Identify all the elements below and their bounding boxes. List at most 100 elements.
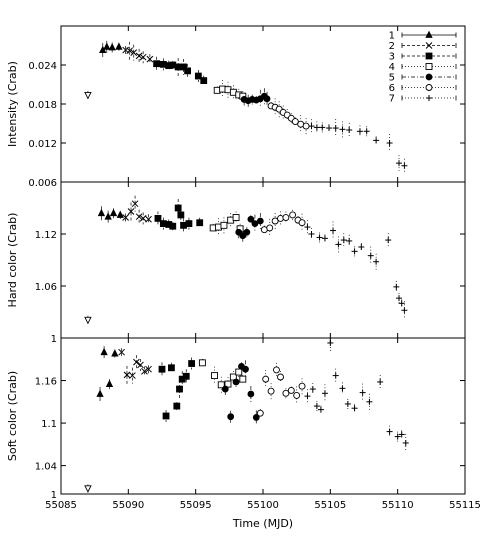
panel-hard-color-point xyxy=(398,300,405,307)
legend-item: 1 xyxy=(389,31,457,42)
panel-hard-color-point xyxy=(247,215,255,223)
panel-hard-color-point xyxy=(232,214,240,221)
panel-soft-color-point xyxy=(111,349,119,357)
panel-soft-color-point xyxy=(239,375,247,383)
panel-soft-color-point xyxy=(182,372,190,380)
panel-hard-color-point xyxy=(385,237,392,244)
panel-hard-color-ylabel: Hard color (Crab) xyxy=(6,213,19,308)
panel-intensity-point xyxy=(180,63,187,71)
panel-intensity-ytick-label: 0.024 xyxy=(28,61,57,72)
panel-soft-color-point xyxy=(123,371,131,379)
panel-hard-color-point xyxy=(135,213,143,221)
panel-intensity-point xyxy=(386,140,393,146)
panel-intensity-point xyxy=(373,137,380,144)
panel-soft-color-point xyxy=(211,372,218,380)
panel-soft-color-point xyxy=(351,405,358,412)
panel-hard-color-point xyxy=(330,227,337,234)
panel-soft-color-point xyxy=(267,387,275,395)
panel-soft-color-point xyxy=(339,385,346,392)
panel-hard-color-point xyxy=(335,241,342,248)
panel-soft-color-point xyxy=(118,348,125,356)
panel-soft-color-ytick-label: 1.04 xyxy=(35,462,57,473)
panel-soft-color-point xyxy=(298,382,306,390)
panel-hard-color-point xyxy=(122,214,129,221)
panel-hard-color-point xyxy=(401,307,408,314)
panel-soft-color-point xyxy=(105,379,114,387)
panel-hard-color-point xyxy=(97,208,106,217)
panel-soft-color-point xyxy=(141,367,148,375)
legend-item: 5 xyxy=(389,73,457,84)
panel-hard-color-point xyxy=(316,234,323,241)
panel-intensity-point xyxy=(308,123,315,130)
panel-soft-color-point xyxy=(96,389,104,397)
panel-soft-color-point xyxy=(304,393,311,400)
panel-soft-color-point xyxy=(377,378,384,385)
x-tick-label: 55095 xyxy=(180,500,212,511)
panel-intensity-ytick-label: 0.018 xyxy=(28,100,57,111)
panel-intensity-point xyxy=(401,162,408,169)
legend-label: 2 xyxy=(389,41,395,52)
panel-intensity-point xyxy=(325,125,332,132)
panel-hard-color-point xyxy=(127,208,135,215)
panel-soft-color-point xyxy=(317,406,324,413)
panel-hard-color-point xyxy=(351,248,358,255)
panel-intensity-point xyxy=(108,43,116,51)
panel-intensity-point xyxy=(126,47,134,55)
panel-soft-color-point xyxy=(282,389,290,397)
panel-soft-color-ytick-label: 1 xyxy=(51,490,57,501)
panel-hard-color-point xyxy=(177,211,185,219)
legend-item: 6 xyxy=(389,83,457,94)
legend-item: 3 xyxy=(389,52,457,63)
panel-soft-color-point xyxy=(188,360,196,367)
legend-marker xyxy=(425,52,433,60)
panel-soft-color-point xyxy=(366,398,373,405)
panel-intensity-point xyxy=(184,67,191,75)
panel-soft-color-point xyxy=(359,389,366,396)
panel-hard-color-point xyxy=(131,200,139,208)
legend-item: 7 xyxy=(389,94,457,105)
panel-soft-color-point xyxy=(221,385,229,393)
panel-hard-color-errorbars xyxy=(87,195,405,324)
legend-label: 5 xyxy=(389,73,395,84)
panel-intensity-point xyxy=(200,77,208,84)
legend-marker xyxy=(425,73,433,81)
legend-label: 1 xyxy=(389,31,395,42)
x-tick-label: 55105 xyxy=(314,500,346,511)
panel-intensity-point xyxy=(356,128,363,135)
panel-hard-color-point xyxy=(308,231,315,237)
panel-soft-color-errorbars xyxy=(87,334,407,493)
panel-intensity-ytick-label: 0.006 xyxy=(28,178,57,189)
panel-soft-color-point xyxy=(398,431,405,438)
panel-hard-color-point xyxy=(271,217,279,225)
panel-soft-color-point xyxy=(198,359,206,367)
panel-intensity-point xyxy=(363,128,370,135)
panel-intensity-ylabel: Intensity (Crab) xyxy=(6,61,19,147)
x-tick-label: 55100 xyxy=(247,500,279,511)
panel-intensity-point xyxy=(130,49,138,57)
panel-hard-color: 1 1.06 1.12 Hard color (Crab) xyxy=(6,181,466,345)
panel-soft-color-point xyxy=(394,433,401,440)
panel-soft-color-point xyxy=(309,386,316,393)
legend-item: 4 xyxy=(389,62,457,73)
panel-soft-color-point xyxy=(386,428,393,435)
panel-intensity-point xyxy=(332,125,339,132)
panel-hard-color-point xyxy=(109,208,118,217)
panel-hard-color-point xyxy=(104,212,112,220)
panel-hard-color-point xyxy=(256,217,264,225)
legend-item: 2 xyxy=(389,41,457,52)
panel-soft-color-point xyxy=(256,409,264,417)
panel-soft-color-point xyxy=(145,365,152,373)
panel-hard-color-markers xyxy=(84,200,408,325)
panel-soft-color-ylabel: Soft color (Crab) xyxy=(6,371,19,461)
panel-hard-color-point xyxy=(367,252,374,259)
legend-marker xyxy=(426,95,432,101)
panel-intensity-point xyxy=(339,126,346,133)
panel-intensity-point xyxy=(313,124,320,131)
panel-hard-color-point xyxy=(393,283,400,290)
panel-hard-color-point xyxy=(84,316,92,325)
panel-hard-color-point xyxy=(289,211,297,219)
panel-soft-color-point xyxy=(321,390,328,397)
panel-soft-color-point xyxy=(168,364,175,372)
legend-marker xyxy=(425,84,433,91)
